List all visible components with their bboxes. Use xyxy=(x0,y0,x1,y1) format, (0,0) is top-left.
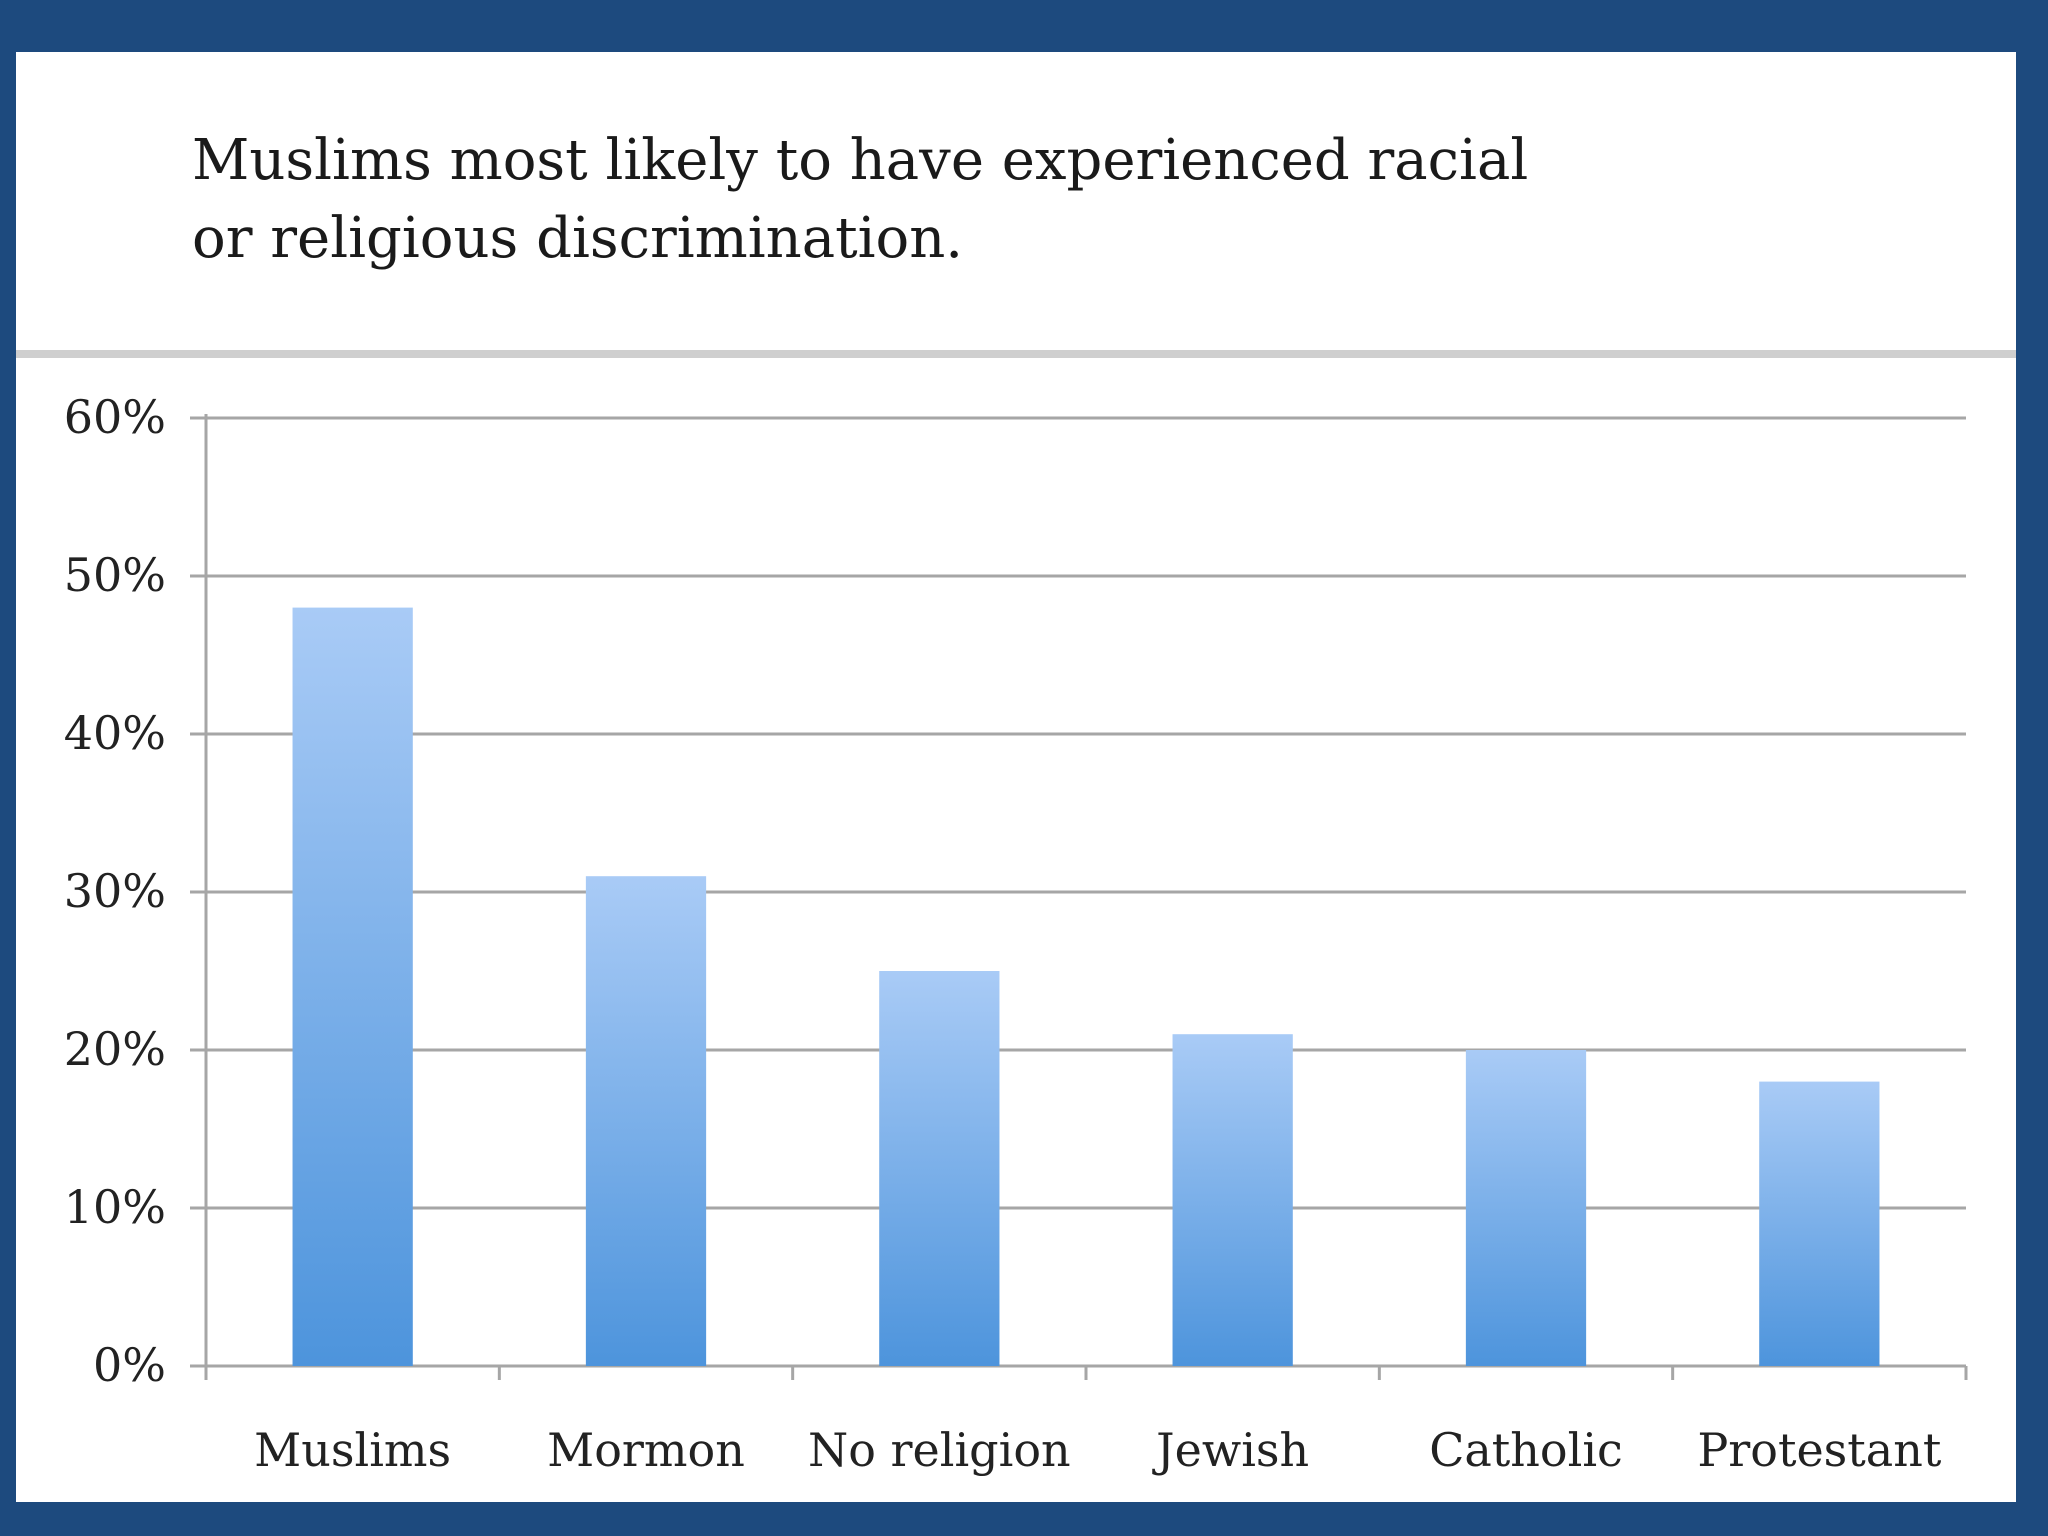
y-tick-label: 30% xyxy=(64,864,166,918)
y-tick-label: 20% xyxy=(64,1022,166,1076)
y-tick-label: 60% xyxy=(64,390,166,444)
chart-title-line-2: or religious discrimination. xyxy=(192,206,964,271)
x-tick-label: No religion xyxy=(808,1423,1071,1477)
tick-labels: 0% 10% 20% 30% 40% 50% 60% Muslims Mormon No reli… xyxy=(64,390,1942,1477)
bar-jewish xyxy=(1172,1034,1293,1366)
bar-muslims xyxy=(292,607,413,1366)
y-tick-label: 0% xyxy=(93,1338,166,1392)
x-tick-label: Mormon xyxy=(547,1423,745,1477)
chart-panel: Muslims most likely to have experienced … xyxy=(16,52,2016,1502)
y-tick-label: 10% xyxy=(64,1180,166,1234)
gridlines xyxy=(190,416,1966,1210)
x-tick-label: Jewish xyxy=(1152,1423,1309,1477)
bar-mormon xyxy=(585,876,707,1366)
y-tick-label: 40% xyxy=(64,706,166,760)
chart-title: Muslims most likely to have experienced … xyxy=(192,122,1692,278)
axes xyxy=(190,414,1968,1380)
x-tick-label: Catholic xyxy=(1429,1423,1623,1477)
x-tick-label: Protestant xyxy=(1697,1423,1941,1477)
bar-chart: 0% 10% 20% 30% 40% 50% 60% Muslims Mormon No reli… xyxy=(64,390,1968,1477)
chart-title-line-1: Muslims most likely to have experienced … xyxy=(192,128,1529,193)
bars xyxy=(292,607,1880,1366)
bar-protestant xyxy=(1759,1081,1880,1366)
bar-no-religion xyxy=(879,971,1000,1366)
title-divider xyxy=(16,350,2016,358)
x-tick-label: Muslims xyxy=(254,1423,451,1477)
bar-catholic xyxy=(1465,1050,1587,1366)
y-tick-label: 50% xyxy=(64,548,166,602)
